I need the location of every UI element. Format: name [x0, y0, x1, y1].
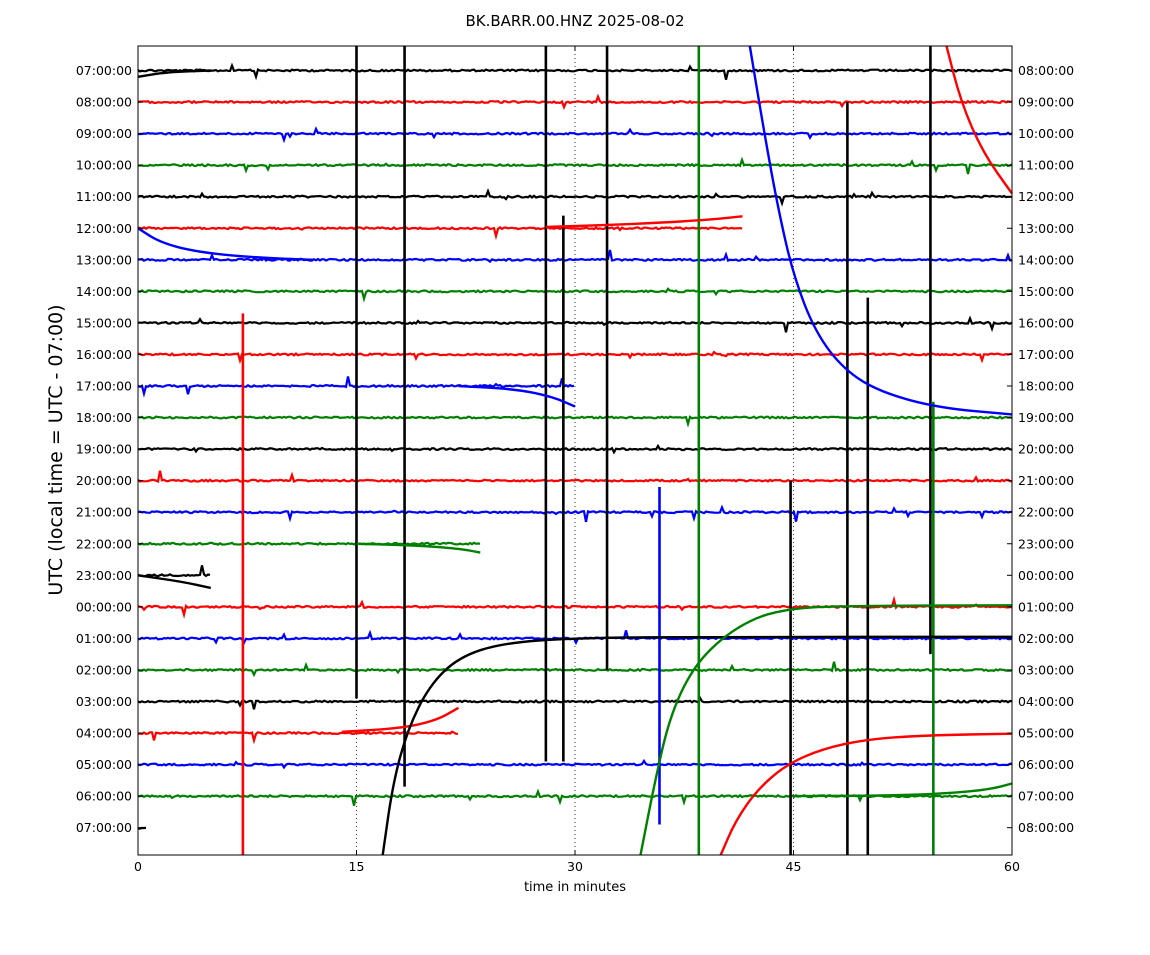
trace-row-20	[137, 695, 1013, 710]
drift-curve-9	[381, 635, 1012, 856]
trace-row-8	[137, 315, 1013, 333]
drift-curve-2	[137, 227, 313, 261]
trace-row-2	[137, 126, 1013, 144]
left-tick-label: 22:00:00	[76, 536, 132, 551]
left-tick-label: 12:00:00	[76, 221, 132, 236]
left-tick-label: 03:00:00	[76, 694, 132, 709]
trace-row-17	[137, 595, 1013, 619]
drift-curve-6	[356, 542, 481, 554]
left-tick-label: 18:00:00	[76, 410, 132, 425]
drift-curve-12	[793, 782, 1013, 798]
right-tick-label: 06:00:00	[1018, 757, 1074, 772]
left-tick-label: 07:00:00	[76, 63, 132, 78]
left-tick-label: 11:00:00	[76, 189, 132, 204]
drift-curve-4	[545, 215, 743, 229]
trace-row-14	[137, 504, 1013, 523]
right-tick-label: 01:00:00	[1018, 599, 1074, 614]
left-tick-label: 17:00:00	[76, 379, 132, 394]
x-tick-label: 60	[1004, 859, 1020, 874]
trace-row-16	[137, 565, 211, 578]
right-tick-label: 09:00:00	[1018, 95, 1074, 110]
trace-row-4	[137, 188, 1012, 207]
drift-curve-11	[719, 732, 1013, 856]
trace-row-18	[137, 629, 1013, 646]
left-tick-label: 13:00:00	[76, 252, 132, 267]
x-axis-ticks: 0 15 30 45 60	[134, 46, 1020, 874]
right-tick-label: 08:00:00	[1018, 63, 1074, 78]
x-tick-label: 45	[786, 859, 802, 874]
left-tick-label: 16:00:00	[76, 347, 132, 362]
drift-curve-0	[748, 45, 1013, 416]
drift-curve-7	[137, 574, 212, 590]
drift-curve-1	[945, 45, 1013, 195]
drift-curve-layer	[137, 45, 1013, 856]
drift-curve-3	[137, 69, 211, 78]
left-tick-label: 07:00:00	[76, 820, 132, 835]
right-tick-label: 19:00:00	[1018, 410, 1074, 425]
trace-row-1	[137, 93, 1013, 111]
left-tick-label: 01:00:00	[76, 631, 132, 646]
right-tick-label: 14:00:00	[1018, 252, 1074, 267]
trace-row-9	[137, 350, 1013, 365]
chart-title: BK.BARR.00.HNZ 2025-08-02	[465, 12, 684, 30]
trace-row-15	[137, 541, 481, 546]
right-tick-label: 05:00:00	[1018, 726, 1074, 741]
left-tick-label: 09:00:00	[76, 126, 132, 141]
right-tick-label: 07:00:00	[1018, 789, 1074, 804]
trace-row-22	[137, 758, 1012, 770]
right-tick-label: 11:00:00	[1018, 158, 1074, 173]
right-tick-label: 08:00:00	[1018, 820, 1074, 835]
left-tick-label: 00:00:00	[76, 599, 132, 614]
drift-curve-5	[458, 384, 576, 408]
right-tick-label: 00:00:00	[1018, 568, 1074, 583]
x-tick-label: 30	[567, 859, 583, 874]
trace-row-0	[137, 62, 1013, 81]
left-tick-label: 23:00:00	[76, 568, 132, 583]
trace-row-12	[137, 443, 1013, 455]
right-axis-ticks: 08:00:00 09:00:00 10:00:00 11:00:00 12:00:00…	[1007, 63, 1074, 835]
trace-row-21	[137, 730, 458, 745]
left-tick-label: 14:00:00	[76, 284, 132, 299]
left-tick-label: 10:00:00	[76, 158, 132, 173]
right-tick-label: 18:00:00	[1018, 379, 1074, 394]
drift-curve-10	[639, 604, 1013, 856]
left-tick-label: 04:00:00	[76, 726, 132, 741]
right-tick-label: 16:00:00	[1018, 315, 1074, 330]
event-layer	[241, 46, 935, 855]
right-tick-label: 04:00:00	[1018, 694, 1074, 709]
x-axis-label: time in minutes	[524, 880, 626, 895]
y-axis-label: UTC (local time = UTC - 07:00)	[45, 304, 67, 595]
x-tick-label: 15	[349, 859, 365, 874]
right-tick-label: 13:00:00	[1018, 221, 1074, 236]
left-tick-label: 15:00:00	[76, 315, 132, 330]
trace-row-11	[137, 415, 1013, 428]
trace-row-7	[137, 287, 1013, 303]
right-tick-label: 10:00:00	[1018, 126, 1074, 141]
trace-row-5	[137, 226, 743, 241]
right-tick-label: 23:00:00	[1018, 536, 1074, 551]
drift-curve-8	[341, 706, 460, 733]
left-axis-ticks: 07:00:00 08:00:00 09:00:00 10:00:00 11:00:00…	[76, 63, 143, 835]
right-tick-label: 02:00:00	[1018, 631, 1074, 646]
trace-row-13	[137, 470, 1013, 484]
x-tick-label: 0	[134, 859, 142, 874]
trace-row-6	[137, 249, 1013, 264]
left-tick-label: 05:00:00	[76, 757, 132, 772]
left-tick-label: 21:00:00	[76, 505, 132, 520]
trace-row-19	[137, 661, 1013, 678]
right-tick-label: 12:00:00	[1018, 189, 1074, 204]
right-tick-label: 17:00:00	[1018, 347, 1074, 362]
right-tick-label: 20:00:00	[1018, 442, 1074, 457]
left-tick-label: 20:00:00	[76, 473, 132, 488]
left-tick-label: 08:00:00	[76, 95, 132, 110]
left-tick-label: 06:00:00	[76, 789, 132, 804]
trace-row-3	[137, 156, 1013, 175]
right-tick-label: 03:00:00	[1018, 662, 1074, 677]
right-tick-label: 22:00:00	[1018, 505, 1074, 520]
left-tick-label: 02:00:00	[76, 662, 132, 677]
right-tick-label: 21:00:00	[1018, 473, 1074, 488]
right-tick-label: 15:00:00	[1018, 284, 1074, 299]
left-tick-label: 19:00:00	[76, 442, 132, 457]
